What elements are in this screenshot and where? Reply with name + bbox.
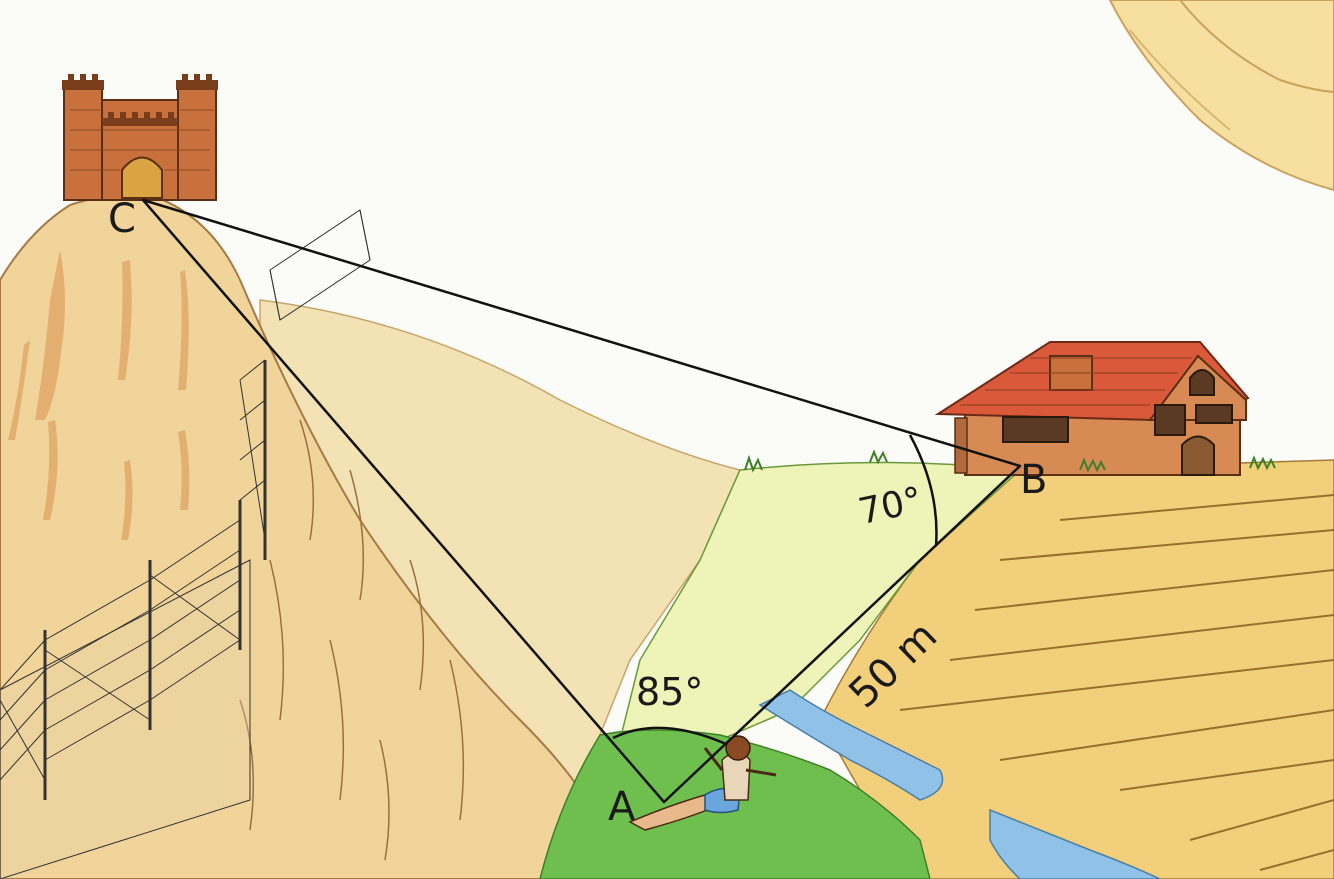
vertex-label-c: C <box>108 196 136 242</box>
meadow <box>619 461 1022 741</box>
cliff-texture <box>239 419 465 861</box>
stream-lower <box>989 808 1161 879</box>
angle-label-a: 85° <box>636 670 703 714</box>
vertex-label-a: A <box>608 784 636 830</box>
castle-icon <box>62 74 218 201</box>
vertex-label-b: B <box>1020 457 1047 503</box>
cliff <box>0 193 582 879</box>
triangle-outline <box>141 198 1022 804</box>
field-furrows <box>899 494 1334 871</box>
sun-icon <box>1108 0 1334 192</box>
fence-icon <box>0 209 371 879</box>
cliff-shading <box>8 250 190 540</box>
angle-arc-b <box>908 434 938 547</box>
stream <box>758 689 944 801</box>
grass-tufts <box>744 449 1276 473</box>
angle-arc-a <box>612 726 727 746</box>
person-icon <box>628 735 777 831</box>
triangle-abc <box>141 198 1022 804</box>
